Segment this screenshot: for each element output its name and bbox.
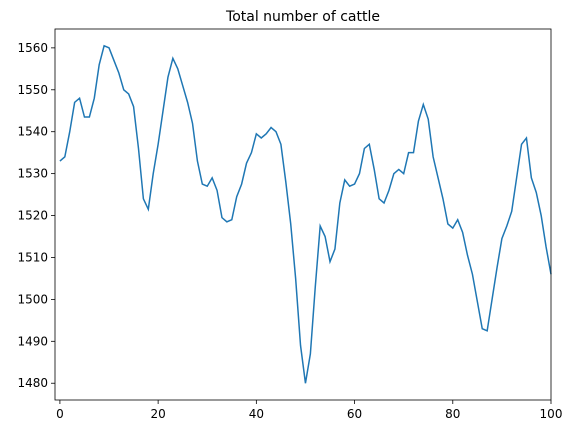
- x-tick-label: 0: [56, 407, 64, 421]
- x-tick-label: 20: [150, 407, 165, 421]
- y-tick-label: 1550: [17, 83, 48, 97]
- x-tick-label: 100: [540, 407, 563, 421]
- plot-frame: [54, 28, 552, 401]
- y-tick-label: 1520: [17, 209, 48, 223]
- x-tick-label: 80: [445, 407, 460, 421]
- chart-title: Total number of cattle: [225, 9, 380, 25]
- y-tick-label: 1530: [17, 167, 48, 181]
- y-tick-label: 1480: [17, 376, 48, 390]
- line: [59, 44, 552, 384]
- y-tick-label: 1490: [17, 334, 48, 348]
- x-tick-label: 40: [249, 407, 264, 421]
- y-tick-label: 1540: [17, 125, 48, 139]
- x-tick-label: 60: [347, 407, 362, 421]
- y-tick-label: 1500: [17, 292, 48, 306]
- y-tick-label: 1560: [17, 41, 48, 55]
- y-tick-label: 1510: [17, 250, 48, 264]
